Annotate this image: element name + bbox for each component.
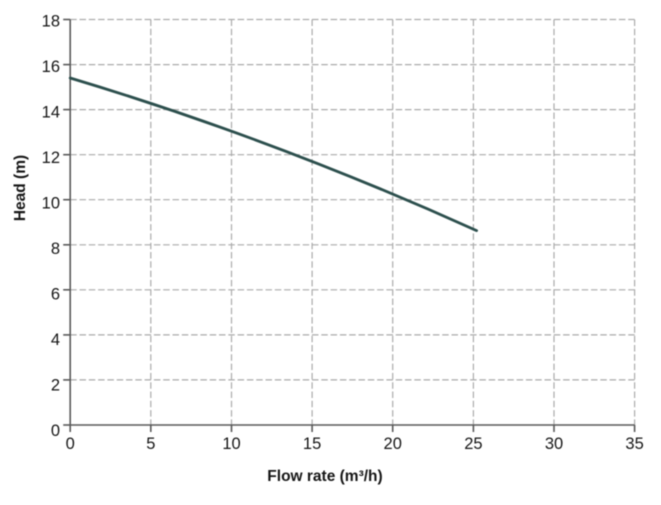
svg-text:0: 0 — [51, 422, 60, 440]
svg-text:8: 8 — [51, 240, 60, 258]
svg-text:2: 2 — [51, 376, 60, 394]
svg-text:0: 0 — [66, 435, 75, 453]
svg-text:25: 25 — [464, 435, 482, 453]
svg-text:18: 18 — [42, 13, 60, 31]
svg-text:14: 14 — [42, 104, 60, 122]
svg-text:6: 6 — [51, 285, 60, 303]
svg-text:16: 16 — [42, 58, 60, 76]
svg-text:5: 5 — [146, 435, 155, 453]
svg-text:4: 4 — [51, 331, 60, 349]
svg-text:12: 12 — [42, 149, 60, 167]
svg-text:35: 35 — [625, 435, 643, 453]
svg-text:10: 10 — [222, 435, 240, 453]
svg-text:30: 30 — [545, 435, 563, 453]
svg-text:20: 20 — [384, 435, 402, 453]
svg-text:15: 15 — [303, 435, 321, 453]
svg-text:10: 10 — [42, 195, 60, 213]
svg-text:Head (m): Head (m) — [12, 155, 29, 221]
svg-text:Flow rate (m³/h): Flow rate (m³/h) — [267, 468, 382, 485]
